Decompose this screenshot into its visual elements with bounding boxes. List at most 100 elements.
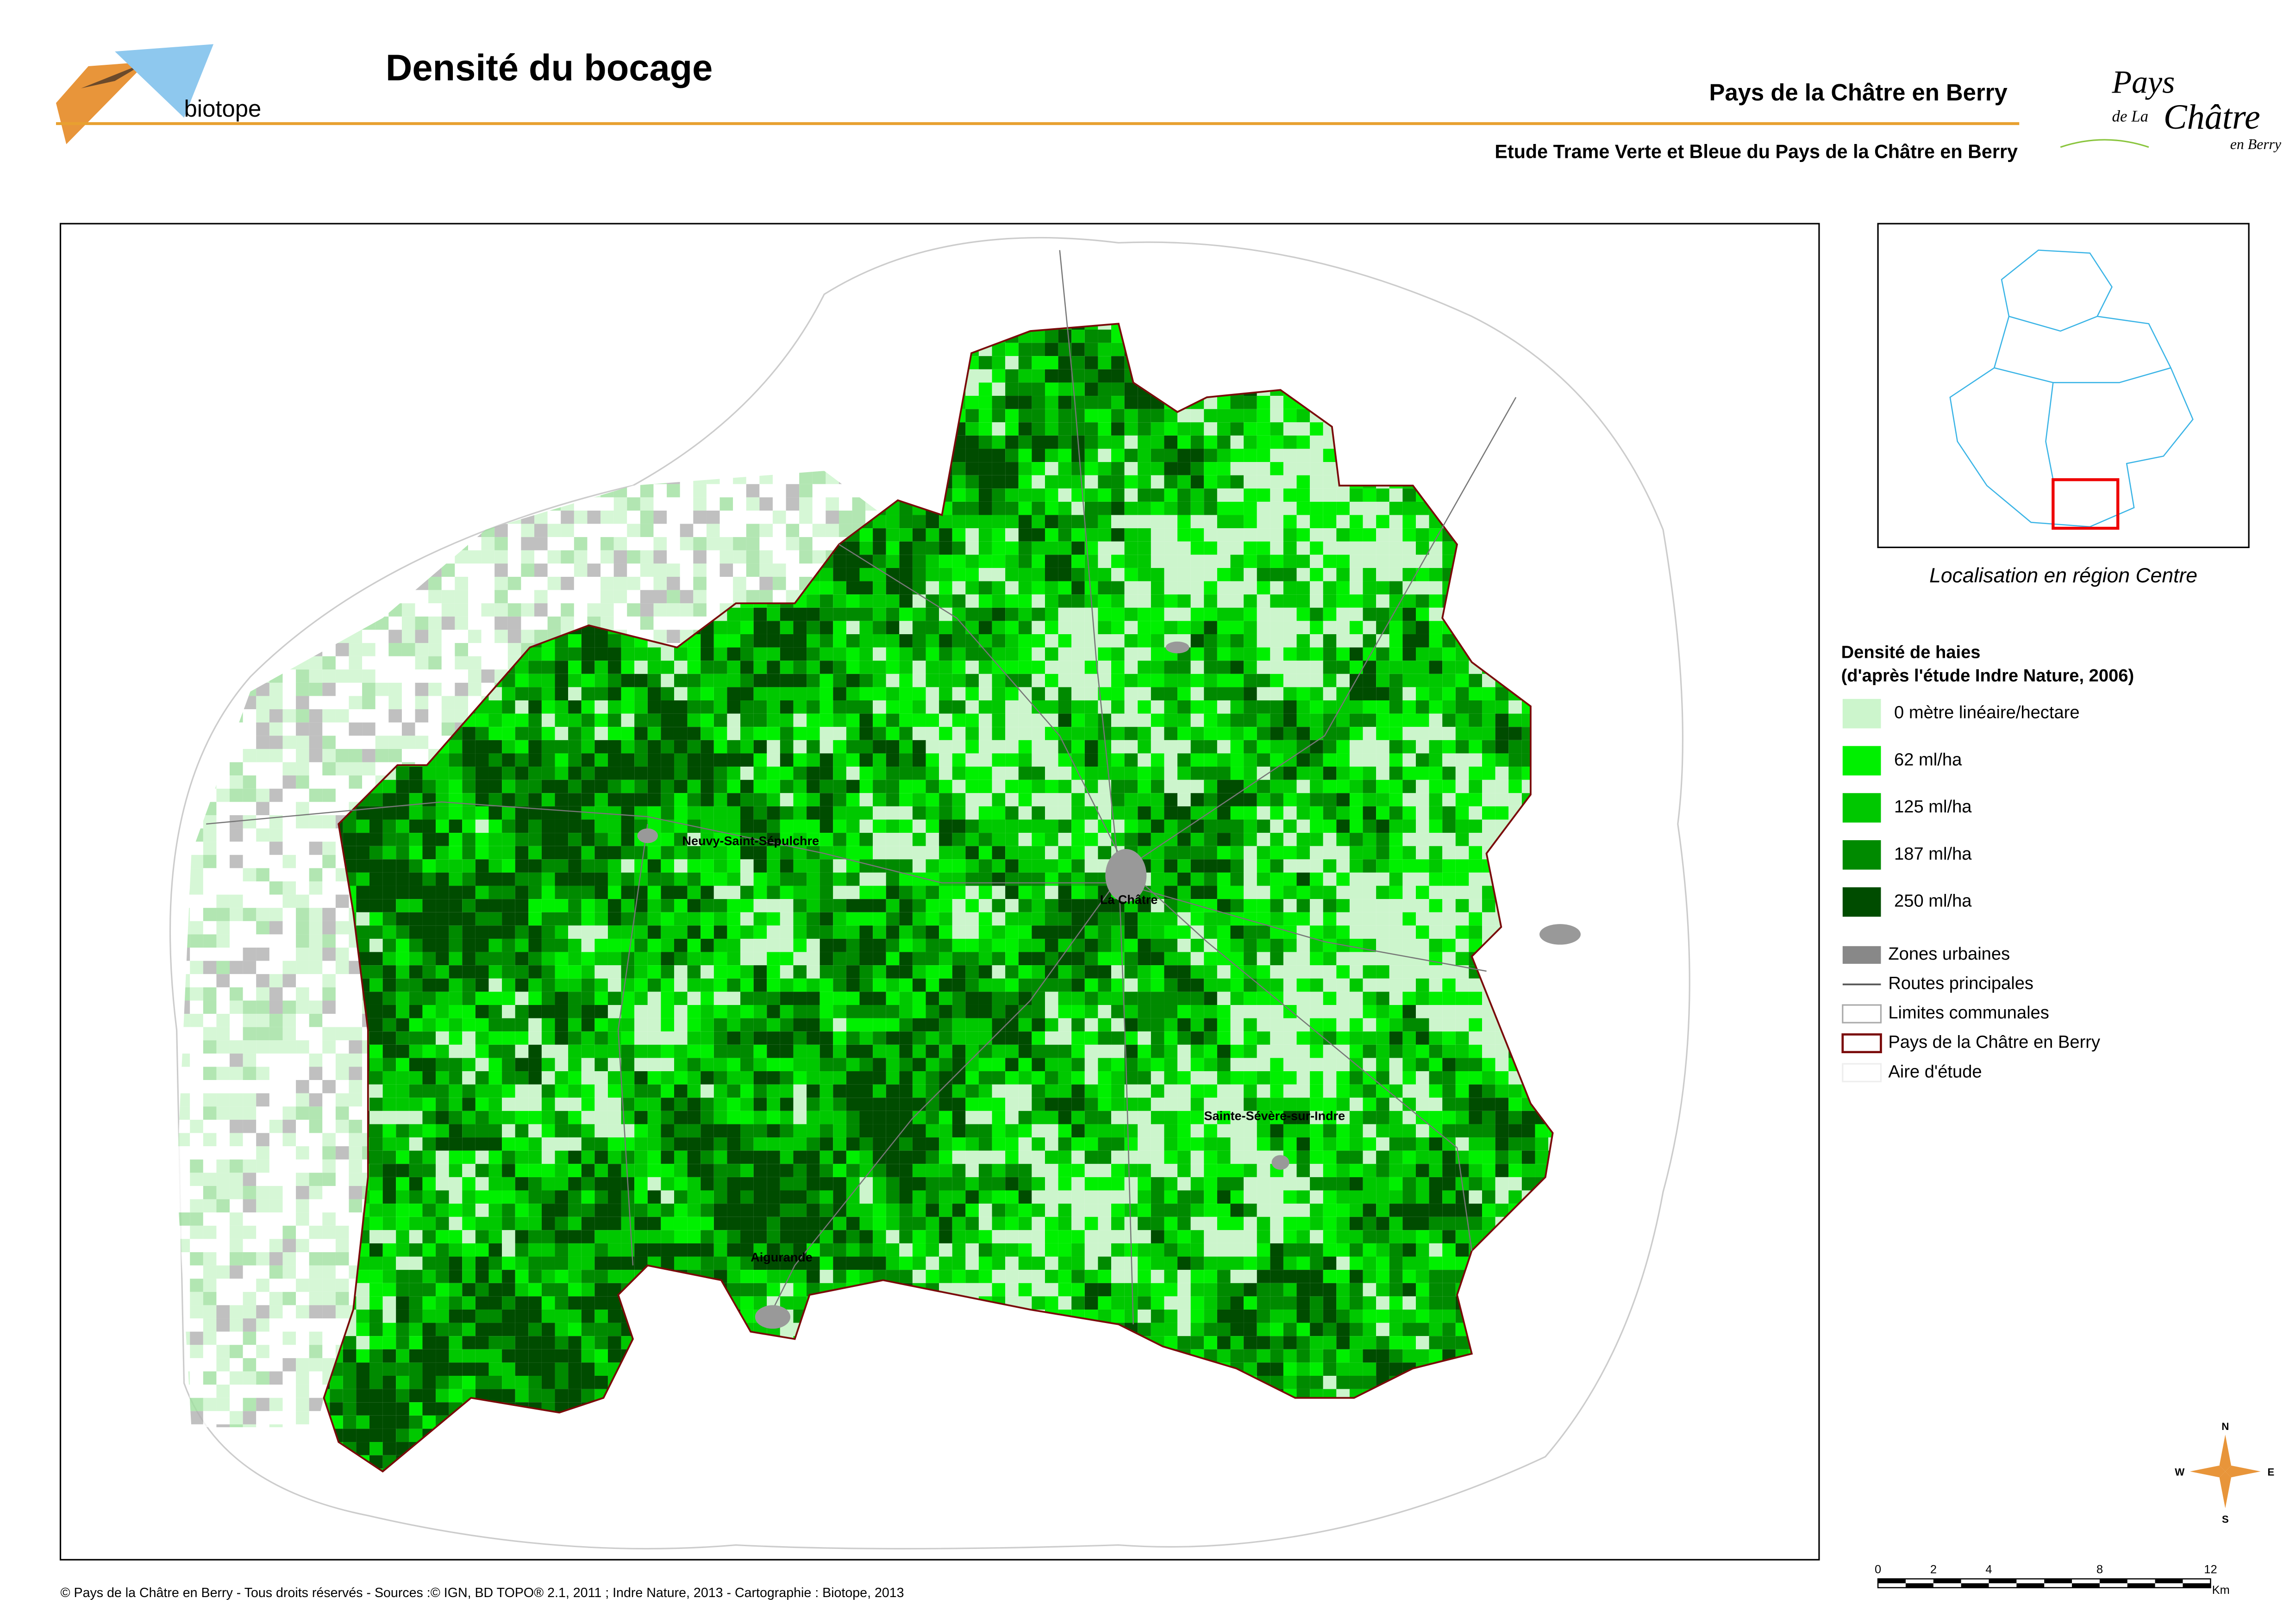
biotope-logo: biotope [56,44,261,144]
density-cell [282,1093,296,1107]
density-cell [282,894,296,908]
density-cell [375,762,389,776]
density-cell [203,974,217,987]
density-cell [1005,369,1019,383]
density-cell [243,868,257,881]
density-cell [243,908,257,921]
density-cell [719,577,733,590]
density-cell [335,961,349,974]
density-cell [494,563,508,577]
density-cell [1032,449,1045,462]
density-cell [230,1358,243,1372]
density-cell [1124,409,1138,423]
density-cell [243,828,257,842]
density-cell [243,1186,257,1199]
density-cell [401,682,415,696]
density-cell [282,1173,296,1186]
density-cell [216,1093,230,1107]
density-cell [415,749,429,762]
density-cell [269,934,283,948]
density-cell [627,577,640,590]
density-cell [203,1106,217,1120]
density-cell [1045,369,1058,383]
density-cell [547,510,561,524]
density-cell [375,709,389,723]
density-cell [176,1173,190,1186]
density-cell [1151,449,1164,462]
density-cell [282,802,296,815]
density-cell [216,1358,230,1372]
density-cell [1018,435,1032,449]
density-cell [733,510,746,524]
density-cell [759,524,773,537]
density-cell [1005,422,1019,436]
density-cell [322,828,336,842]
density-cell [335,1265,349,1279]
density-cell [296,1331,309,1345]
density-cell [203,1053,217,1067]
density-cell [216,1067,230,1080]
density-cell [719,563,733,577]
density-cell [296,749,309,762]
density-cell [388,630,402,643]
density-cell [256,921,269,935]
density-cell [667,510,680,524]
density-cell [362,656,375,670]
density-cell [428,616,442,630]
density-cell [230,1318,243,1332]
density-cell [1124,435,1138,449]
density-cell [269,1000,283,1014]
density-cell [230,974,243,987]
density-cell [335,1119,349,1133]
density-cell [269,1199,283,1213]
density-cell [441,709,455,723]
density-cell [468,630,482,643]
density-cell [481,550,495,564]
density-cell [587,537,601,550]
density-cell [269,1225,283,1239]
density-cell [216,934,230,948]
density-cell [269,1305,283,1319]
density-cell [243,894,257,908]
density-cell [349,682,363,696]
density-cell [335,1067,349,1080]
density-cell [296,842,309,855]
density-cell [1257,422,1270,436]
density-cell [349,987,363,1001]
density-cell [256,1292,269,1305]
density-cell [992,449,1006,462]
density-cell [349,1225,363,1239]
density-cell [216,1345,230,1358]
density-cell [1005,343,1019,356]
density-cell [1071,369,1085,383]
density-cell [1270,422,1283,436]
density-cell [322,921,336,935]
density-cell [309,1358,323,1372]
density-cell [574,590,588,604]
density-cell [282,1318,296,1332]
density-cell [335,802,349,815]
density-cell [256,1305,269,1319]
density-cell [965,409,979,423]
density-cell [415,630,429,643]
density-cell [362,682,375,696]
density-cell [296,1080,309,1093]
density-cell [269,1411,283,1424]
density-cell [203,1279,217,1292]
density-cell [256,948,269,961]
density-cell [203,1199,217,1213]
density-cell [992,382,1006,396]
density-cell [256,1212,269,1226]
density-cell [719,497,733,511]
density-cell [613,603,627,617]
density-cell [772,563,786,577]
density-cell [746,484,760,498]
density-cell [362,630,375,643]
density-cell [296,1252,309,1266]
density-cell [230,788,243,802]
density-cell [759,590,773,604]
density-cell [216,1119,230,1133]
density-cell [534,563,548,577]
density-cell [322,987,336,1001]
density-cell [401,603,415,617]
